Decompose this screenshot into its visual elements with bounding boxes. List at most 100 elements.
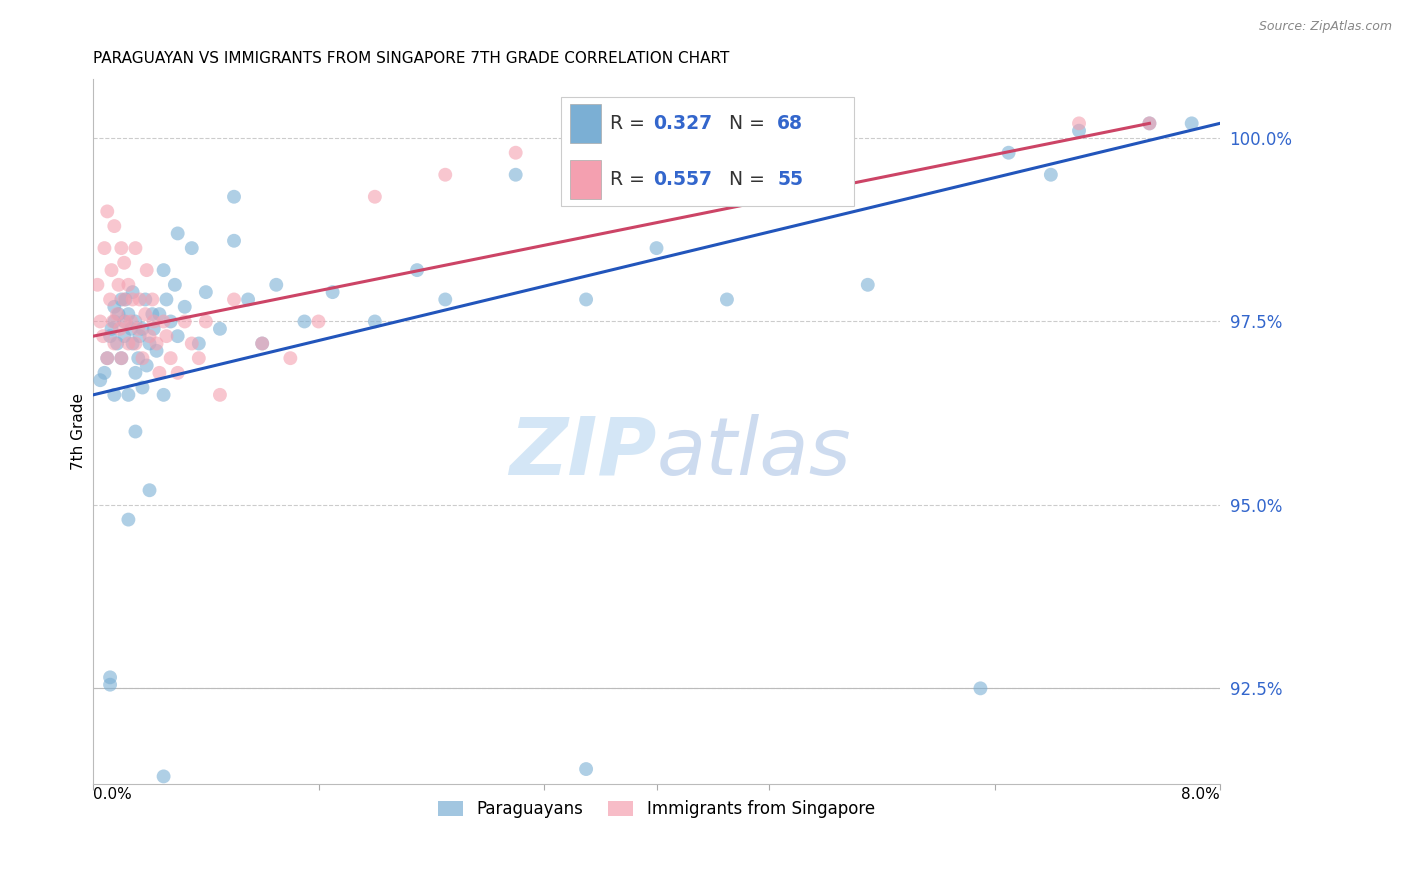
Point (112, 314, 135, 328)
Bar (569, 104, 602, 143)
Point (166, 227, 188, 241)
Point (112, 256, 135, 270)
Legend: Paraguayans, Immigrants from Singapore: Paraguayans, Immigrants from Singapore (432, 793, 882, 825)
Point (100, 322, 122, 336)
Point (105, 336, 128, 351)
Point (103, 219, 125, 233)
Point (505, 168, 527, 182)
Point (222, 190, 245, 204)
Point (173, 300, 195, 314)
Point (155, 329, 177, 343)
Point (131, 351, 153, 366)
Point (120, 314, 142, 328)
Point (107, 277, 129, 292)
Point (856, 277, 879, 292)
Point (103, 314, 125, 328)
Point (1139, 116, 1161, 130)
Point (152, 388, 174, 402)
Text: 55: 55 (778, 170, 803, 189)
Point (308, 314, 330, 328)
Point (173, 314, 195, 328)
Point (121, 285, 143, 300)
Point (148, 307, 170, 321)
Text: 0.557: 0.557 (654, 170, 713, 189)
Point (1039, 168, 1062, 182)
Point (505, 145, 527, 160)
Point (250, 336, 273, 351)
Point (131, 322, 153, 336)
Point (124, 314, 146, 328)
Point (222, 234, 245, 248)
Point (236, 293, 259, 307)
Y-axis label: 7th Grade: 7th Grade (72, 393, 86, 470)
Point (208, 388, 231, 402)
Point (152, 314, 174, 328)
Point (969, 681, 991, 696)
Point (96, 204, 118, 219)
Point (124, 336, 146, 351)
Point (98, 670, 121, 684)
Point (575, 762, 598, 776)
Point (141, 293, 163, 307)
Text: atlas: atlas (657, 414, 851, 491)
Point (89, 373, 111, 387)
Point (128, 293, 150, 307)
Point (294, 314, 316, 328)
Text: N =: N = (717, 170, 772, 189)
Point (93, 366, 115, 380)
Point (121, 336, 143, 351)
Bar (569, 161, 602, 199)
Point (264, 277, 287, 292)
Point (145, 343, 167, 358)
Point (166, 366, 188, 380)
Point (250, 798, 273, 813)
Point (124, 366, 146, 380)
Point (145, 336, 167, 351)
Point (148, 366, 170, 380)
Point (135, 263, 157, 277)
Point (114, 314, 136, 328)
Point (134, 307, 156, 321)
Point (1181, 116, 1204, 130)
Point (187, 336, 209, 351)
Point (98, 678, 121, 692)
Point (434, 293, 457, 307)
Text: 68: 68 (778, 114, 803, 133)
Point (124, 425, 146, 439)
Point (138, 329, 160, 343)
Point (110, 293, 132, 307)
Point (98, 293, 121, 307)
Point (142, 314, 165, 328)
Point (364, 314, 387, 328)
Point (250, 336, 273, 351)
Point (575, 131, 598, 145)
Point (222, 293, 245, 307)
Point (406, 263, 429, 277)
Point (96, 351, 118, 366)
Point (98, 329, 121, 343)
Point (142, 322, 165, 336)
Point (127, 322, 149, 336)
Point (166, 329, 188, 343)
Point (180, 336, 202, 351)
Point (117, 307, 139, 321)
Point (110, 351, 132, 366)
Point (89, 314, 111, 328)
Point (103, 336, 125, 351)
Point (163, 277, 186, 292)
Point (997, 145, 1019, 160)
Point (208, 322, 231, 336)
Point (364, 190, 387, 204)
Point (112, 293, 135, 307)
Text: 0.327: 0.327 (654, 114, 713, 133)
FancyBboxPatch shape (561, 97, 853, 206)
Point (108, 322, 131, 336)
Point (121, 293, 143, 307)
Text: R =: R = (610, 114, 651, 133)
Point (194, 314, 217, 328)
Text: Source: ZipAtlas.com: Source: ZipAtlas.com (1258, 20, 1392, 33)
Point (91, 329, 114, 343)
Text: ZIP: ZIP (509, 414, 657, 491)
Point (100, 263, 122, 277)
Point (152, 263, 174, 277)
